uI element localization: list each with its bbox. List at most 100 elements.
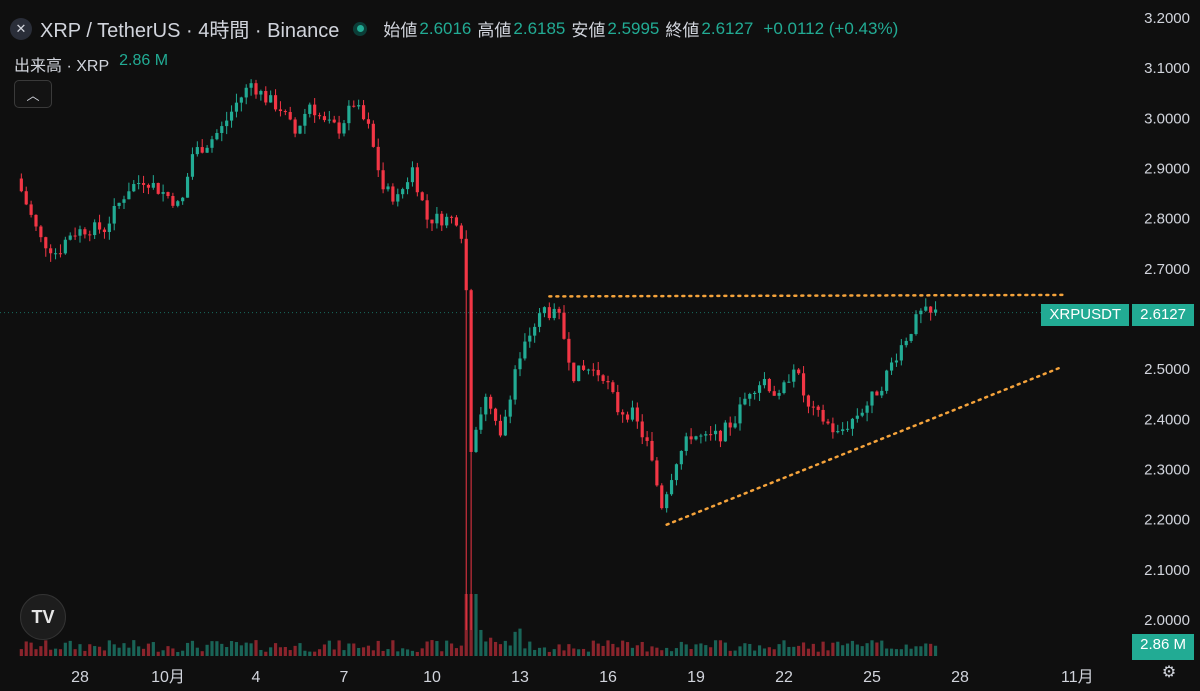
volume-bar [611,643,615,656]
volume-bar [332,649,336,656]
candle-body [44,237,48,249]
candle-body [743,398,747,405]
close-value: 2.6127 [701,18,754,38]
volume-bar [875,642,879,656]
volume-bar [44,640,48,656]
volume-bar [513,631,517,656]
volume-bar [171,648,175,656]
chevron-up-icon[interactable]: ︿ [14,80,52,108]
volume-bar [674,648,679,656]
volume-bar [909,648,913,656]
candle-body [464,238,468,291]
candle-body [542,307,547,314]
volume-bar [73,649,77,656]
candle-body [591,369,595,371]
candle-body [669,480,674,495]
volume-bar [728,650,732,656]
candle-body [357,105,361,107]
candle-body [73,235,77,237]
volume-bar [107,640,111,656]
volume-bar [567,644,571,656]
candle-body [489,396,493,409]
volume-bar [640,641,644,656]
symbol-title[interactable]: XRP / TetherUS · 4時間 · Binance [40,20,340,42]
volume-bar [19,649,23,656]
market-status-icon [353,21,368,36]
candle-body [782,382,786,394]
low-value: 2.5995 [607,18,660,38]
volume-bar [161,650,165,656]
volume-bar [713,640,718,656]
candle-body [39,226,43,238]
candle-body [288,112,292,120]
volume-bar [220,643,224,656]
volume-bar [102,650,107,656]
candle-body [875,391,879,396]
volume-bar [606,640,610,656]
candle-body [630,407,635,420]
candle-body [484,396,488,415]
candle-body [102,229,107,233]
volume-bar [244,642,248,656]
volume-bar [821,641,825,656]
candle-body [293,119,297,134]
volume-bar [122,643,126,656]
candle-body [508,399,512,417]
candle-body [63,239,67,254]
volume-bar [743,643,747,656]
volume-bar [298,643,302,656]
y-axis-tick-label: 2.5000 [1144,361,1190,378]
volume-bar [313,651,317,656]
x-axis-tick-label: 10月 [151,669,185,686]
volume-bar [850,640,855,656]
candle-body [924,306,928,311]
volume-bar [493,641,498,656]
candle-body [586,369,591,371]
gear-icon[interactable]: ⚙ [1161,664,1177,681]
volume-bar [792,646,796,656]
volume-bar [357,647,361,656]
x-axis-tick-label: 22 [775,669,793,686]
volume-bar [498,644,503,656]
candle-body [621,412,625,415]
volume-bar [352,643,356,656]
volume-legend: 出来高 · XRP 2.86 M [14,52,168,76]
price-tag-value: 2.6127 [1132,304,1194,326]
candle-body [53,253,58,255]
volume-bar [293,645,297,656]
candle-body [493,408,498,421]
candle-body [577,365,581,382]
volume-bar [816,651,820,656]
candle-body [904,340,908,346]
candle-body [469,290,473,452]
candle-body [313,104,317,116]
volume-value: 2.86 M [119,52,169,69]
volume-bar [156,651,160,656]
volume-bar [733,650,737,656]
volume-bar [484,641,488,656]
volume-bar [581,648,586,656]
volume-bar [225,647,229,656]
volume-bar [787,646,791,656]
volume-bar [591,640,595,656]
candle-body [141,183,146,185]
volume-bar [777,644,781,656]
tradingview-logo-icon[interactable]: TV [20,594,66,640]
volume-bar [166,646,170,656]
volume-bar [420,648,424,656]
volume-bar [489,637,493,656]
volume-bar [283,646,287,656]
volume-bar [542,647,547,656]
x-axis-tick-label: 4 [252,669,261,686]
volume-bar [689,649,693,656]
volume-bar [303,650,307,656]
volume-bar [391,640,395,656]
volume-bar [151,642,155,656]
candle-body [845,428,850,430]
candle-body [665,494,669,509]
x-axis-tick-label: 19 [687,669,705,686]
volume-bar [39,646,43,656]
low-label: 安値 [571,21,606,40]
